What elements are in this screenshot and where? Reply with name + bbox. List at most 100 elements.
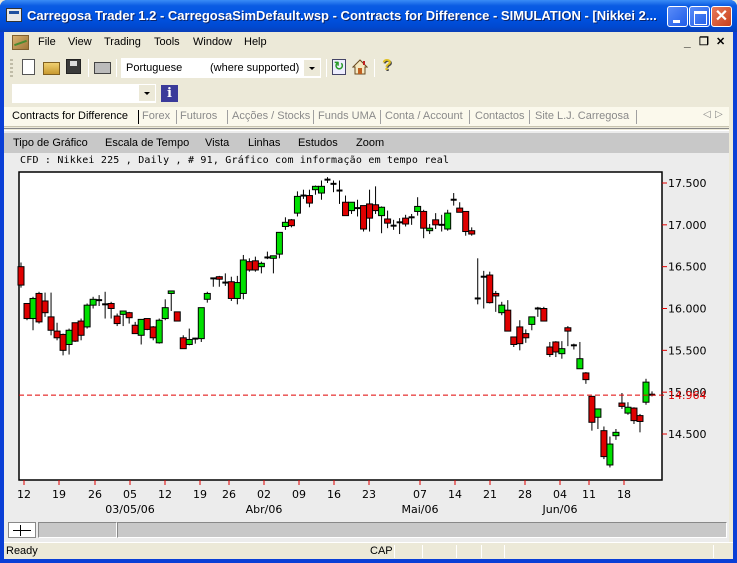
open-icon[interactable] <box>43 62 60 75</box>
candle-up <box>317 185 325 194</box>
candle-down <box>179 337 187 350</box>
candle-down <box>618 402 626 407</box>
symbol-toolbar: i <box>8 83 183 105</box>
candle-down <box>125 312 133 319</box>
candle-up <box>348 201 356 212</box>
mdi-restore-button[interactable]: ❐ <box>699 36 709 48</box>
candle-down <box>305 195 313 204</box>
new-icon[interactable] <box>22 59 35 75</box>
month-label: Mai/06 <box>402 503 439 516</box>
tab-separator <box>138 110 139 124</box>
plot-area <box>18 171 663 481</box>
tab-conta-account[interactable]: Conta / Account <box>385 110 463 122</box>
tab-separator <box>529 110 530 124</box>
tab-separator <box>636 110 637 124</box>
toolbar-separator <box>116 59 117 77</box>
scroll-segment-left[interactable] <box>38 522 117 538</box>
candle-down <box>636 415 644 422</box>
candle-up <box>257 262 265 268</box>
title-bar[interactable]: Carregosa Trader 1.2 - CarregosaSimDefau… <box>0 0 737 32</box>
mdi-close-button[interactable]: ✕ <box>716 36 726 48</box>
current-price-label: 14.964 <box>668 389 707 402</box>
menu-view[interactable]: View <box>68 36 92 48</box>
y-tick-label: 16.000 <box>668 303 707 316</box>
candle-down <box>540 308 548 322</box>
chart-menu-linhas[interactable]: Linhas <box>248 137 281 149</box>
menu-trading[interactable]: Trading <box>104 36 141 48</box>
chart-menu-escala-de-tempo[interactable]: Escala de Tempo <box>105 137 190 149</box>
tab-funds-uma[interactable]: Funds UMA <box>318 110 377 122</box>
chart-menu-vista[interactable]: Vista <box>205 137 230 149</box>
chart-menu-zoom[interactable]: Zoom <box>356 137 385 149</box>
refresh-icon[interactable] <box>332 59 346 75</box>
candle-down <box>402 217 410 225</box>
save-icon[interactable] <box>66 59 81 74</box>
menu-tools[interactable]: Tools <box>154 36 180 48</box>
candle-up <box>444 212 452 230</box>
month-label: Jun/06 <box>542 503 578 516</box>
home-icon[interactable] <box>351 59 369 75</box>
symbol-select[interactable] <box>12 84 156 103</box>
candle-up <box>311 185 319 191</box>
tab-contactos[interactable]: Contactos <box>475 110 525 122</box>
candle-down <box>510 336 518 345</box>
candle-down <box>245 261 253 271</box>
language-select[interactable]: Portuguese (where supported) <box>121 58 321 78</box>
toolbar-separator <box>88 59 89 77</box>
window-title: Carregosa Trader 1.2 - CarregosaSimDefau… <box>27 8 657 23</box>
menu-help[interactable]: Help <box>244 36 267 48</box>
maximize-button[interactable] <box>689 6 710 27</box>
crosshair-toggle-button[interactable] <box>8 522 36 538</box>
app-icon <box>6 8 22 22</box>
candle-down <box>23 302 31 320</box>
candle-down <box>420 210 428 229</box>
chevron-down-icon[interactable] <box>139 85 155 101</box>
language-value: Portuguese <box>126 62 183 74</box>
candle-up <box>293 195 301 214</box>
toolbar-separator <box>326 59 327 77</box>
minimize-button[interactable] <box>667 6 688 27</box>
menu-file[interactable]: File <box>38 36 56 48</box>
mdi-minimize-button[interactable]: _ <box>684 35 691 49</box>
chart-document-icon[interactable] <box>12 35 29 50</box>
tab-forex[interactable]: Forex <box>142 110 171 122</box>
main-toolbar: Portuguese (where supported) ? <box>8 55 405 81</box>
chart-menu-tipo-de-grafico[interactable]: Tipo de Gráfico <box>13 137 88 149</box>
tab-accoes-stocks[interactable]: Acções / Stocks <box>232 110 311 122</box>
candle-down <box>113 315 121 325</box>
language-suffix: (where supported) <box>210 62 300 74</box>
y-tick-label: 17.000 <box>668 219 707 232</box>
info-button[interactable]: i <box>161 85 178 102</box>
candle-up <box>269 255 277 259</box>
candle-down <box>462 210 470 233</box>
menu-window[interactable]: Window <box>193 36 233 48</box>
tab-futuros[interactable]: Futuros <box>180 110 218 122</box>
candle-up <box>65 329 73 345</box>
candle-up <box>275 231 283 255</box>
tab-scroll-right-icon[interactable]: ▷ <box>715 109 723 120</box>
close-button[interactable]: ✕ <box>711 6 732 27</box>
candle-down <box>342 201 350 217</box>
candle-up <box>29 297 37 320</box>
y-tick-label: 16.500 <box>668 261 707 274</box>
status-divider <box>422 545 423 558</box>
y-tick-label: 14.500 <box>668 428 707 441</box>
candle-down <box>215 276 223 280</box>
tab-site-lj-carregosa[interactable]: Site L.J. Carregosa <box>535 110 630 122</box>
x-tick-label: 28 <box>518 488 532 501</box>
candle-down <box>173 311 181 322</box>
chevron-down-icon[interactable] <box>304 60 320 76</box>
help-icon[interactable]: ? <box>382 57 392 74</box>
candle-down <box>71 322 79 342</box>
candle-down <box>107 302 115 310</box>
x-tick-label: 26 <box>88 488 102 501</box>
tab-contracts-for-difference[interactable]: Contracts for Difference <box>12 110 128 122</box>
print-icon[interactable] <box>94 62 111 74</box>
chart-menu-estudos[interactable]: Estudos <box>298 137 338 149</box>
toolbar-grip[interactable] <box>10 59 13 77</box>
tab-scroll-left-icon[interactable]: ◁ <box>703 109 711 120</box>
candle-down <box>143 318 151 330</box>
candle-down <box>47 316 55 331</box>
horizontal-scrollbar[interactable] <box>117 522 727 538</box>
